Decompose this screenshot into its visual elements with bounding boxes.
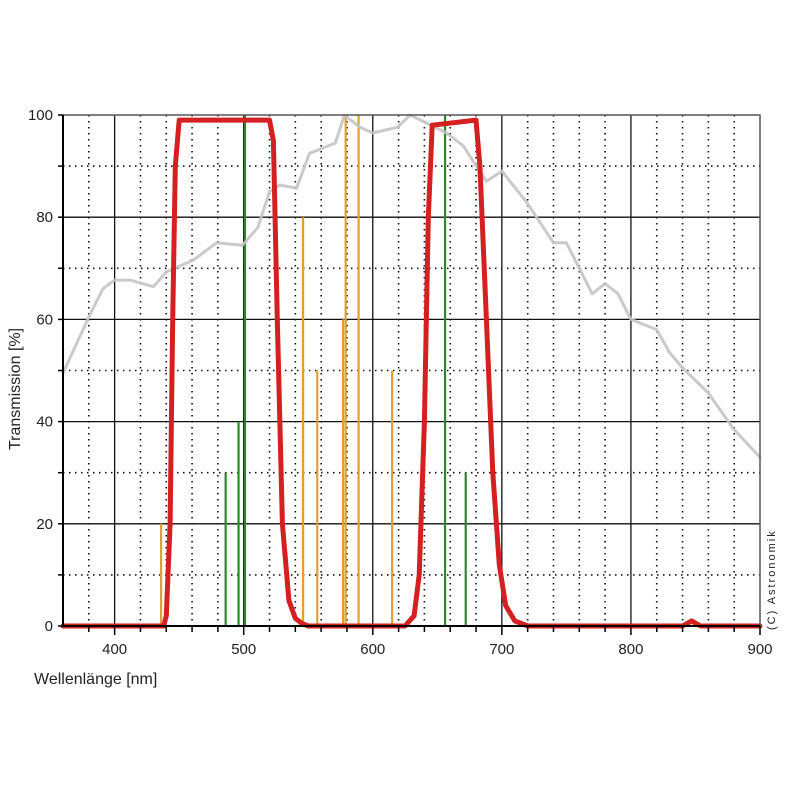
axes	[58, 114, 761, 635]
y-tick-label: 80	[36, 209, 53, 226]
sensor-curve	[61, 113, 762, 459]
y-tick-label: 0	[45, 618, 53, 635]
x-tick-labels: 400 500 600 700 800 900	[102, 641, 772, 658]
filter-curve	[60, 117, 763, 629]
y-tick-label: 60	[36, 311, 53, 328]
emission-lines	[159, 115, 467, 626]
grid	[63, 115, 760, 626]
x-tick-label: 500	[231, 641, 256, 658]
x-tick-label: 900	[747, 641, 772, 658]
x-tick-label: 600	[360, 641, 385, 658]
y-tick-label: 100	[28, 107, 53, 124]
curves	[60, 113, 763, 629]
x-tick-label: 400	[102, 641, 127, 658]
x-tick-label: 700	[489, 641, 514, 658]
y-axis-label: Transmission [%]	[7, 328, 24, 450]
y-tick-label: 20	[36, 516, 53, 533]
x-tick-label: 800	[618, 641, 643, 658]
copyright-label: (C) Astronomik	[766, 529, 778, 630]
x-axis-label: Wellenlänge [nm]	[34, 671, 157, 688]
y-tick-label: 40	[36, 414, 53, 431]
y-tick-labels: 0 20 40 60 80 100	[28, 107, 53, 635]
